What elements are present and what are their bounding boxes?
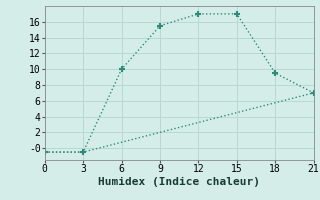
X-axis label: Humidex (Indice chaleur): Humidex (Indice chaleur)	[98, 177, 260, 187]
